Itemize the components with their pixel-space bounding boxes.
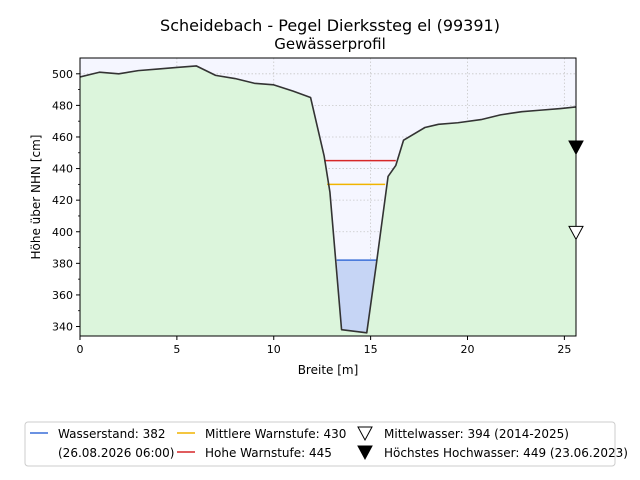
y-axis-label: Höhe über NHN [cm]: [29, 135, 43, 260]
y-tick-label: 380: [52, 257, 73, 270]
legend-highest-water-label: Höchstes Hochwasser: 449 (23.06.2023): [384, 446, 628, 460]
y-tick-label: 440: [52, 163, 73, 176]
x-tick-label: 20: [461, 343, 475, 356]
x-tick-label: 10: [267, 343, 281, 356]
legend-mean-water-label: Mittelwasser: 394 (2014-2025): [384, 427, 569, 441]
mean-water-marker: [568, 225, 584, 241]
axes: 0 5 10 15 20 25 340 360 380 400 420 440 460 480 500: [52, 68, 571, 356]
x-tick-label: 15: [364, 343, 378, 356]
legend-water-date: (26.08.2026 06:00): [58, 446, 174, 460]
y-tick-label: 360: [52, 289, 73, 302]
legend-mean-water-icon: [357, 426, 373, 442]
x-tick-label: 25: [557, 343, 571, 356]
legend-highest-water-icon: [357, 445, 373, 461]
legend-water-label: Wasserstand: 382: [58, 427, 166, 441]
data-layer: [80, 65, 576, 336]
highest-water-marker: [568, 140, 584, 156]
x-axis-label: Breite [m]: [298, 363, 359, 377]
chart-title: Scheidebach - Pegel Dierkssteg el (99391…: [160, 16, 500, 35]
x-tick-label: 5: [173, 343, 180, 356]
chart-subtitle: Gewässerprofil: [274, 35, 386, 53]
legend-warn-high-label: Hohe Warnstufe: 445: [205, 446, 332, 460]
y-tick-label: 420: [52, 194, 73, 207]
legend-warn-mid-label: Mittlere Warnstufe: 430: [205, 427, 346, 441]
water-area: [336, 260, 378, 333]
y-tick-label: 340: [52, 321, 73, 334]
plot-frame: [79, 57, 577, 337]
legend: Wasserstand: 382 (26.08.2026 06:00) Mitt…: [24, 421, 628, 467]
profile-line: [80, 65, 576, 334]
legend-box: [24, 421, 616, 467]
markers: [568, 140, 584, 241]
y-tick-label: 480: [52, 99, 73, 112]
y-tick-label: 460: [52, 131, 73, 144]
ground-area: [80, 65, 576, 336]
x-tick-label: 0: [77, 343, 84, 356]
y-tick-label: 400: [52, 226, 73, 239]
y-tick-label: 500: [52, 68, 73, 81]
